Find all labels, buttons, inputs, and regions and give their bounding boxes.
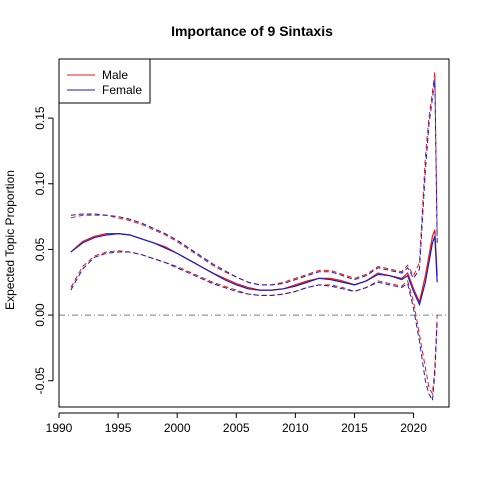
series-male-upper-bound (70, 72, 438, 286)
legend-label-male: Male (102, 68, 128, 82)
series-female-mean-line (70, 233, 438, 307)
x-tick-label-2015: 2015 (341, 421, 368, 435)
x-tick-label-1990: 1990 (46, 421, 73, 435)
series-female-upper-bound (70, 78, 438, 286)
y-tick-label-2: 0.05 (33, 237, 47, 261)
x-tick-label-2020: 2020 (400, 421, 427, 435)
x-tick-label-2005: 2005 (223, 421, 250, 435)
y-tick-label-0: -0.05 (33, 367, 47, 395)
plot-frame (58, 58, 450, 408)
chart-title: Importance of 9 Sintaxis (171, 23, 333, 39)
legend: Male Female (58, 58, 151, 104)
series-male-lower-bound (70, 250, 438, 396)
x-tick-label-2010: 2010 (282, 421, 309, 435)
y-tick-label-3: 0.10 (33, 172, 47, 196)
series-male-mean-line (70, 229, 438, 304)
x-axis: 1990 1995 2000 2005 2010 2015 2020 (46, 412, 427, 435)
legend-box (58, 58, 151, 104)
series-female-lower-bound (70, 251, 438, 403)
x-tick-label-1995: 1995 (105, 421, 132, 435)
legend-label-female: Female (102, 83, 142, 97)
plot-area (59, 72, 449, 403)
y-tick-label-4: 0.15 (33, 106, 47, 130)
y-tick-label-1: 0.00 (33, 303, 47, 327)
y-axis-label: Expected Topic Proportion (3, 170, 17, 310)
y-axis: -0.05 0.00 0.05 0.10 0.15 (33, 106, 54, 395)
x-tick-label-2000: 2000 (164, 421, 191, 435)
